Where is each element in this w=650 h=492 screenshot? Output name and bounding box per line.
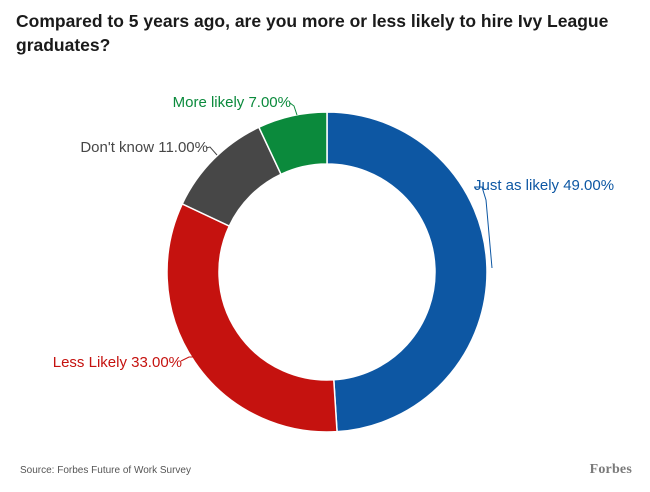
leader-lines-group: [180, 102, 493, 362]
donut-slice-more-likely: [257, 111, 328, 176]
slices-group: [166, 111, 488, 433]
leader-line: [289, 102, 298, 116]
forbes-logo: Forbes: [589, 462, 632, 477]
slice-labels-group: Just as likely 49.00% Less Likely 33.00% D…: [53, 94, 614, 371]
leader-line: [180, 356, 196, 362]
leader-line: [474, 186, 493, 269]
donut-slice-less-likely: [166, 202, 338, 433]
donut-slice-just-as-likely: [326, 111, 488, 433]
slice-label: Less Likely 33.00%: [53, 354, 182, 371]
leader-line: [205, 146, 218, 156]
source-note: Source: Forbes Future of Work Survey: [20, 465, 191, 476]
slice-label: More likely 7.00%: [173, 94, 291, 111]
slice-label: Just as likely 49.00%: [474, 177, 614, 194]
slice-label: Don't know 11.00%: [80, 139, 208, 156]
chart-title: Compared to 5 years ago, are you more or…: [16, 11, 609, 55]
